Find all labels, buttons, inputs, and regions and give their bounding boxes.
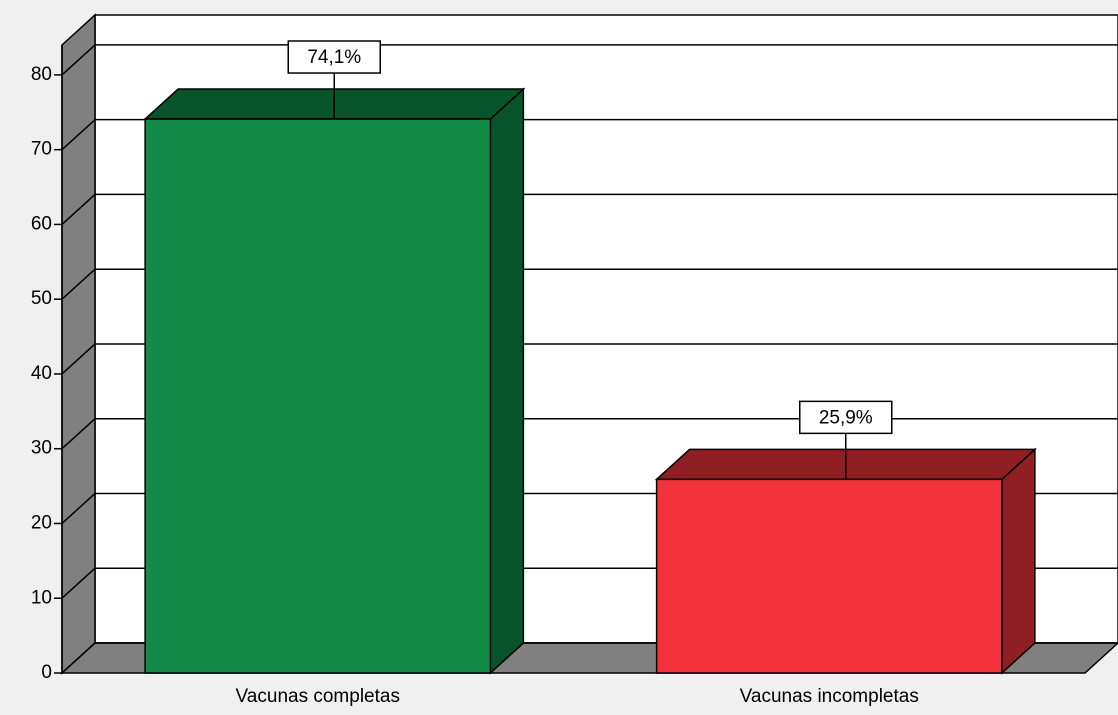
grid-line [61, 418, 96, 450]
grid-line [61, 44, 96, 76]
left-wall [61, 13, 96, 675]
grid-line [61, 119, 96, 151]
y-tick-label: 70 [31, 139, 52, 160]
bar-side [1001, 447, 1036, 675]
label-box [799, 400, 893, 435]
grid-line [61, 193, 96, 225]
grid-line [61, 343, 96, 375]
bar [144, 118, 492, 674]
data-label: 25,9% [819, 407, 873, 428]
x-tick-label: Vacunas incompletas [740, 686, 919, 707]
bar [655, 478, 1003, 674]
y-tick-label: 80 [31, 64, 52, 85]
label-box [287, 40, 381, 74]
bar-side [489, 87, 525, 675]
x-tick-label: Vacunas completas [236, 686, 400, 707]
y-tick-label: 10 [31, 587, 52, 608]
y-tick-label: 60 [31, 213, 52, 234]
grid-line [61, 492, 96, 525]
y-tick-label: 30 [31, 438, 52, 459]
grid-line [61, 642, 96, 674]
grid-line [61, 567, 96, 599]
data-label: 74,1% [307, 47, 361, 68]
y-tick-label: 40 [31, 363, 52, 384]
y-tick-label: 20 [31, 512, 52, 533]
grid-line [61, 268, 96, 300]
y-tick-label: 50 [31, 288, 52, 309]
y-tick-label: 0 [41, 662, 52, 683]
